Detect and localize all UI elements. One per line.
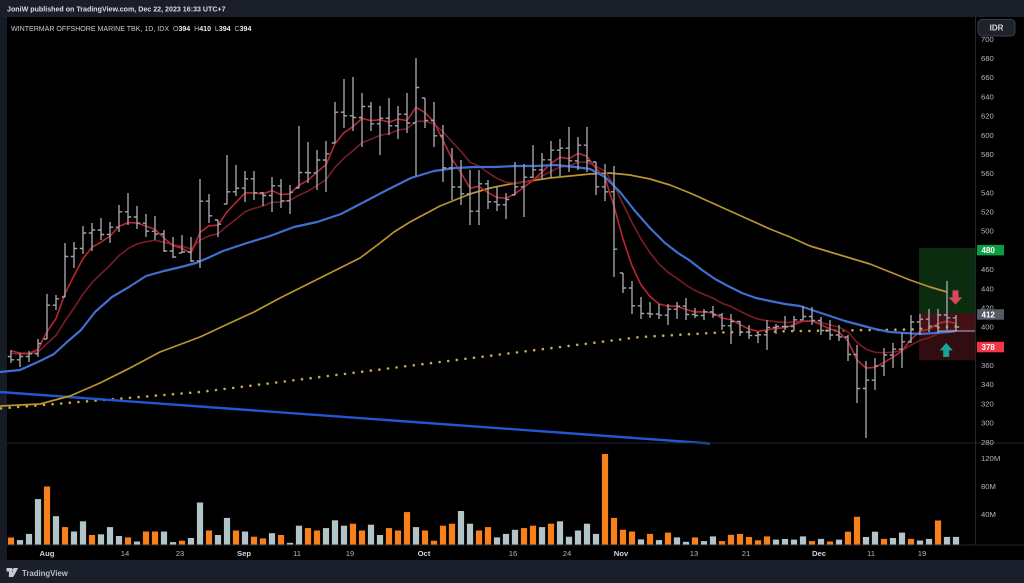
svg-text:620: 620	[981, 112, 994, 121]
svg-text:320: 320	[981, 399, 994, 408]
svg-text:520: 520	[981, 208, 994, 217]
svg-text:580: 580	[981, 150, 994, 159]
svg-text:Dec: Dec	[812, 549, 827, 558]
svg-text:378: 378	[982, 343, 996, 352]
svg-text:360: 360	[981, 361, 994, 370]
svg-text:24: 24	[563, 549, 572, 558]
svg-text:80M: 80M	[981, 482, 996, 491]
svg-text:19: 19	[918, 549, 927, 558]
svg-text:19: 19	[346, 549, 355, 558]
svg-text:440: 440	[981, 284, 994, 293]
svg-text:640: 640	[981, 92, 994, 101]
svg-text:Oct: Oct	[418, 549, 431, 558]
svg-text:540: 540	[981, 188, 994, 197]
svg-text:412: 412	[982, 310, 996, 319]
svg-text:Aug: Aug	[40, 549, 55, 558]
svg-text:600: 600	[981, 131, 994, 140]
svg-text:420: 420	[981, 304, 994, 313]
svg-text:40M: 40M	[981, 510, 996, 519]
svg-text:480: 480	[982, 246, 996, 255]
svg-text:700: 700	[981, 35, 994, 44]
svg-text:340: 340	[981, 380, 994, 389]
svg-text:Nov: Nov	[614, 549, 629, 558]
svg-text:400: 400	[981, 323, 994, 332]
svg-text:21: 21	[742, 549, 751, 558]
svg-text:IDR: IDR	[990, 24, 1004, 33]
svg-text:11: 11	[867, 549, 875, 558]
svg-text:500: 500	[981, 227, 994, 236]
svg-text:300: 300	[981, 419, 994, 428]
svg-text:14: 14	[121, 549, 130, 558]
svg-text:WINTERMAR OFFSHORE MARINE TBK,: WINTERMAR OFFSHORE MARINE TBK, 1D, IDX O…	[11, 26, 251, 33]
svg-text:23: 23	[176, 549, 185, 558]
svg-text:11: 11	[293, 549, 301, 558]
svg-text:16: 16	[509, 549, 518, 558]
svg-text:280: 280	[981, 438, 994, 447]
svg-text:120M: 120M	[981, 454, 1000, 463]
svg-text:560: 560	[981, 169, 994, 178]
svg-text:TradingView: TradingView	[22, 569, 69, 578]
svg-text:Sep: Sep	[237, 549, 251, 558]
svg-text:660: 660	[981, 73, 994, 82]
svg-text:JoniW published on TradingView: JoniW published on TradingView.com, Dec …	[7, 6, 226, 14]
svg-text:680: 680	[981, 54, 994, 63]
svg-text:13: 13	[690, 549, 699, 558]
svg-text:460: 460	[981, 265, 994, 274]
